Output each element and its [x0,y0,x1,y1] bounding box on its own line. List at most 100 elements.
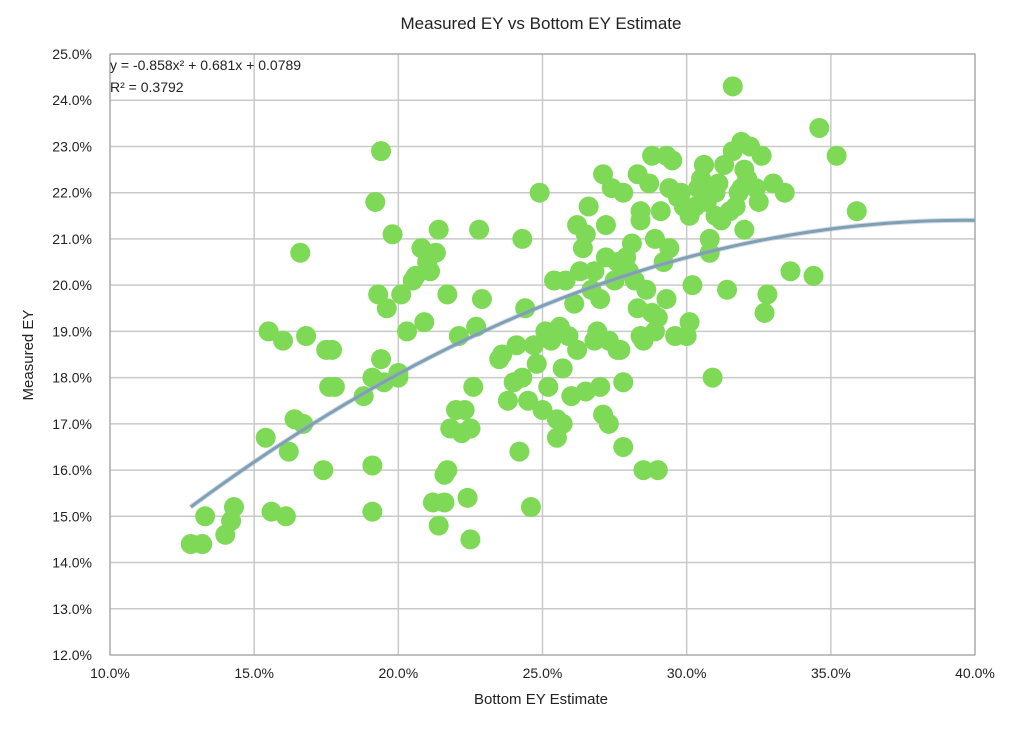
data-point [382,224,403,245]
y-tick-label: 20.0% [52,277,92,293]
data-point [313,460,334,481]
data-point [454,399,475,420]
data-point [584,261,605,282]
x-tick-label: 10.0% [90,665,130,681]
data-point [425,242,446,263]
y-tick-label: 25.0% [52,46,92,62]
data-point [532,399,553,420]
data-point [460,418,481,439]
y-tick-label: 23.0% [52,138,92,154]
data-point [376,298,397,319]
trendline [189,218,976,509]
points-layer [180,76,867,555]
trend-r2: R² = 0.3792 [110,79,184,95]
data-point [518,390,539,411]
data-point [595,215,616,236]
data-point [526,353,547,374]
x-tick-label: 15.0% [234,665,274,681]
data-point [414,312,435,333]
y-tick-label: 16.0% [52,462,92,478]
data-point [682,275,703,296]
data-point [722,76,743,97]
data-point [613,372,634,393]
data-point [575,224,596,245]
y-axis-title: Measured EY [20,310,37,401]
data-point [708,173,729,194]
data-point [278,441,299,462]
data-point [578,196,599,217]
data-point [590,289,611,310]
data-point [391,284,412,305]
data-point [642,145,663,166]
data-point [512,228,533,249]
data-point [362,501,383,522]
data-point [846,201,867,222]
data-point [273,330,293,351]
data-point [290,242,311,263]
y-tick-label: 14.0% [52,555,92,571]
data-point [613,182,634,203]
data-point [757,284,778,305]
data-point [636,279,657,300]
data-point [471,289,492,310]
data-point [460,529,481,550]
data-point [223,497,244,518]
data-point [428,515,449,536]
data-point [633,460,654,481]
data-point [362,455,383,476]
data-point [734,219,755,240]
data-point [293,413,314,434]
data-point [457,487,478,508]
data-point [552,358,573,379]
data-point [702,367,723,388]
x-tick-label: 20.0% [378,665,418,681]
data-point [324,376,345,397]
data-point [195,506,216,527]
trend-equation: y = -0.858x² + 0.681x + 0.0789 [110,57,301,73]
data-point [644,228,665,249]
data-point [275,506,296,527]
data-point [647,460,668,481]
data-point [437,460,458,481]
data-point [509,441,530,462]
x-tick-label: 40.0% [955,665,995,681]
data-point [396,321,417,342]
data-point [420,261,441,282]
y-tick-label: 13.0% [52,601,92,617]
data-point [590,376,611,397]
y-tick-label: 22.0% [52,185,92,201]
data-point [555,270,576,291]
data-point [523,335,544,356]
data-point [662,150,683,171]
data-point [567,339,588,360]
data-point [754,302,775,323]
plot-frame [109,53,976,656]
data-point [529,182,550,203]
data-point [774,182,795,203]
data-point [650,201,671,222]
data-point [780,261,801,282]
data-point [428,219,449,240]
data-point [809,117,830,138]
data-point [434,492,455,513]
data-point [621,233,642,254]
y-tick-label: 15.0% [52,508,92,524]
data-point [564,293,585,314]
data-point [437,284,458,305]
data-point [639,173,660,194]
data-point [371,349,392,370]
data-point [255,427,276,448]
data-point [365,191,386,212]
data-point [722,141,743,162]
data-point [469,219,490,240]
data-point [546,409,567,430]
data-point [371,141,392,162]
y-tick-label: 18.0% [52,370,92,386]
data-point [538,376,559,397]
x-tick-label: 30.0% [667,665,707,681]
axis-layer: 12.0% 13.0% 14.0% 15.0% 16.0% 17.0% 18.0% 19.0%… [52,46,995,681]
data-point [630,210,651,231]
data-point [192,534,213,555]
y-tick-label: 19.0% [52,323,92,339]
